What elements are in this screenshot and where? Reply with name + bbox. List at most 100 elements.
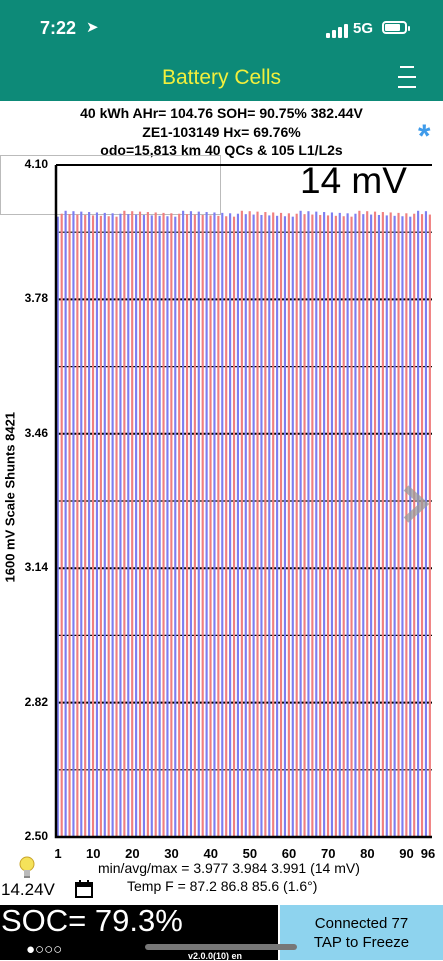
cell-bar: [103, 212, 106, 837]
cell-bar: [291, 216, 294, 837]
cell-bar: [76, 214, 79, 837]
cell-bar: [338, 212, 341, 837]
cell-bar: [370, 214, 373, 837]
y-tick-label: 2.82: [24, 694, 48, 709]
temperature-stats: Temp F = 87.2 86.8 85.6 (1.6°): [127, 878, 318, 894]
cell-bar: [299, 210, 302, 837]
cell-bar: [311, 214, 314, 837]
asterisk-icon[interactable]: *: [418, 118, 431, 154]
cell-bar: [150, 215, 153, 837]
aux-voltage: 14.24V: [1, 880, 55, 899]
cell-voltage-chart[interactable]: [0, 0, 443, 860]
cell-bar: [84, 214, 87, 838]
cell-bar: [138, 211, 142, 837]
cell-bar: [252, 214, 255, 837]
cell-bar: [95, 212, 99, 837]
range-label: 14 mV: [300, 160, 407, 201]
cell-bar: [170, 213, 173, 838]
connection-status: Connected 77: [314, 915, 409, 932]
cell-bar: [346, 213, 349, 838]
y-tick-label: 3.14: [24, 560, 48, 575]
cell-bar: [197, 211, 200, 837]
cell-bar: [362, 214, 365, 837]
vin-health: ZE1-103149 Hx= 69.76%: [142, 124, 301, 140]
calendar-icon[interactable]: [75, 880, 93, 898]
cell-bar: [158, 215, 161, 837]
y-tick-label: 3.46: [24, 425, 48, 440]
network-label: 5G: [353, 20, 374, 37]
signal-icon: [326, 24, 348, 38]
freeze-label: TAP to Freeze: [313, 934, 410, 951]
cell-bar: [185, 214, 189, 837]
x-tick-label: 60: [281, 846, 297, 861]
chevron-right-icon[interactable]: [398, 484, 434, 524]
cell-bar: [381, 212, 384, 838]
cell-bar: [80, 211, 83, 837]
cell-bar: [213, 212, 216, 837]
cell-bar: [315, 211, 318, 837]
battery-icon: [382, 21, 410, 34]
cell-bar: [264, 212, 267, 838]
status-time: 7:22: [40, 18, 77, 38]
x-tick-label: 1: [54, 846, 62, 861]
cell-bar: [279, 212, 283, 837]
x-tick-label: 30: [164, 846, 179, 861]
cell-bar: [236, 213, 240, 838]
cell-bar: [142, 214, 146, 838]
cell-bar: [232, 216, 236, 837]
page-dots[interactable]: ●○○○: [26, 941, 63, 958]
cell-bar: [225, 216, 228, 838]
cell-bar: [162, 212, 165, 837]
x-tick-label: 20: [125, 846, 140, 861]
cell-bar: [295, 213, 298, 838]
cell-bar: [56, 216, 59, 837]
cell-bar: [283, 216, 287, 838]
cell-bar: [260, 214, 263, 838]
soc-panel[interactable]: SOC= 79.3% ●○○○: [0, 903, 278, 960]
version-label: v2.0.0(10) en: [188, 951, 243, 961]
cell-bar: [154, 212, 157, 837]
cell-bar: [182, 210, 185, 837]
cell-bar: [287, 213, 290, 838]
home-indicator[interactable]: [145, 944, 297, 950]
cell-bar: [319, 214, 322, 838]
cell-bar: [244, 214, 247, 837]
cell-bar: [342, 216, 345, 838]
cell-bar: [68, 214, 71, 837]
lightbulb-icon[interactable]: [18, 856, 36, 880]
x-tick-label: 80: [360, 846, 375, 861]
cell-bar: [373, 211, 377, 837]
cell-bar: [189, 211, 193, 837]
cell-bar: [107, 216, 110, 838]
cell-bar: [111, 213, 114, 838]
page-title: Battery Cells: [161, 66, 282, 89]
cell-bar: [229, 213, 232, 838]
y-tick-label: 3.78: [24, 291, 48, 306]
cell-bar: [119, 213, 122, 838]
cell-bar: [330, 212, 334, 837]
cell-bar: [64, 210, 67, 837]
cell-bar: [146, 212, 149, 838]
x-tick-label: 50: [242, 846, 258, 861]
cell-bar: [326, 215, 330, 837]
zoom-box[interactable]: [0, 155, 221, 215]
voltage-stats: min/avg/max = 3.977 3.984 3.991 (14 mV): [98, 860, 360, 876]
cell-bar: [221, 212, 224, 837]
cell-bar: [60, 213, 63, 838]
x-tick-label: 40: [203, 846, 218, 861]
cell-bar: [377, 214, 381, 838]
cell-bar: [397, 212, 400, 837]
x-tick-label: 96: [420, 846, 436, 861]
cell-bar: [420, 214, 424, 837]
cell-bar: [417, 210, 420, 837]
cell-bar: [393, 215, 396, 837]
cell-bar: [193, 214, 196, 837]
cell-bar: [127, 214, 130, 837]
cell-bar: [303, 214, 306, 837]
cell-bar: [385, 215, 388, 837]
connect-freeze-button[interactable]: Connected 77 TAP to Freeze: [280, 905, 443, 960]
cell-bar: [99, 215, 102, 837]
cell-bar: [366, 211, 369, 837]
menu-icon[interactable]: [398, 64, 416, 90]
cell-bar: [115, 216, 118, 837]
